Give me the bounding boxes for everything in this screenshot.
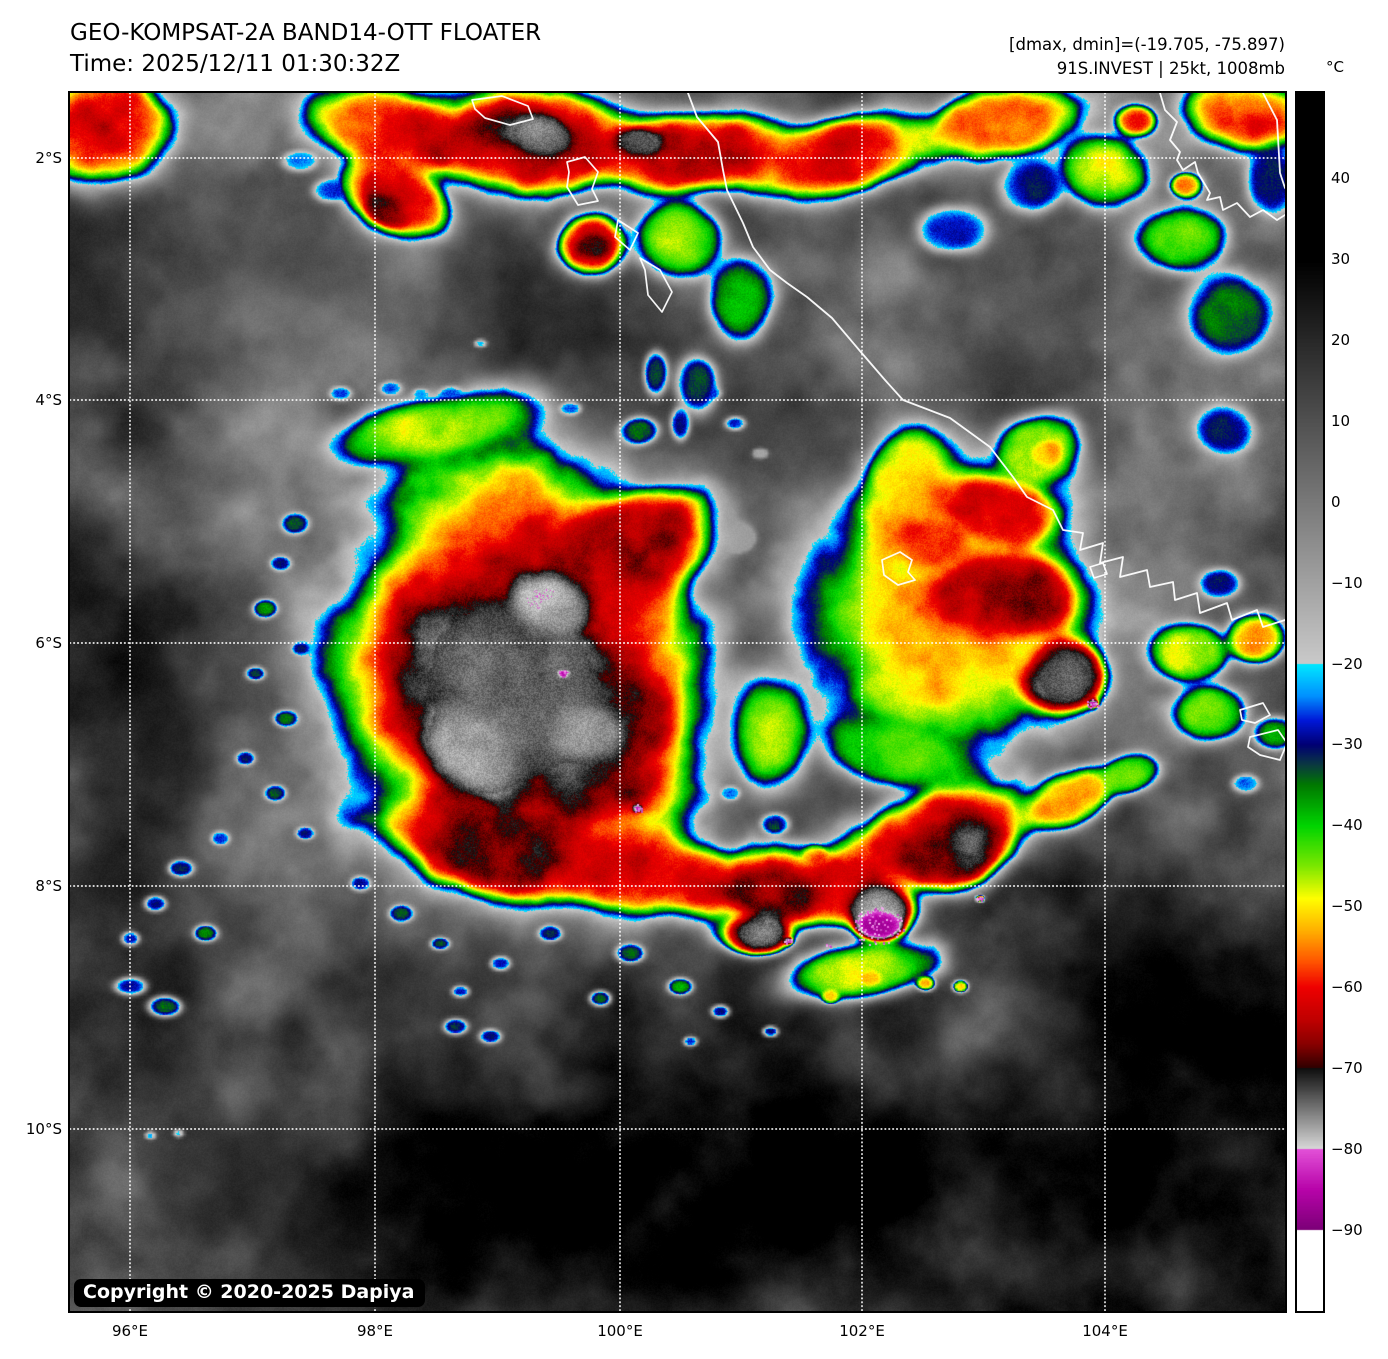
lon-tick-label: 104°E <box>1082 1322 1128 1340</box>
colorbar-tick-label: 20 <box>1331 330 1351 349</box>
colorbar-tick-label: 40 <box>1331 168 1351 187</box>
island-outline <box>639 257 673 313</box>
colorbar-tick-label: 30 <box>1331 249 1351 268</box>
satellite-image <box>70 93 1285 1311</box>
colorbar-tick-label: −20 <box>1331 654 1363 673</box>
colorbar-tick-label: −40 <box>1331 816 1363 835</box>
satellite-map: Copyright © 2020-2025 Dapiya <box>68 91 1287 1313</box>
copyright-badge: Copyright © 2020-2025 Dapiya <box>74 1279 426 1307</box>
colorbar <box>1295 91 1325 1313</box>
lat-tick-label: 4°S <box>35 391 62 409</box>
lat-tick-label: 6°S <box>35 634 62 652</box>
lon-tick-label: 96°E <box>111 1322 149 1340</box>
lat-tick-label: 10°S <box>25 1120 62 1138</box>
colorbar-tick-label: 10 <box>1331 411 1351 430</box>
island-outline <box>566 156 599 206</box>
timestamp: Time: 2025/12/11 01:30:32Z <box>70 51 401 77</box>
colorbar-tick-label: −30 <box>1331 735 1363 754</box>
colorbar-tick-label: −50 <box>1331 897 1363 916</box>
lon-tick-label: 102°E <box>839 1322 885 1340</box>
page-title: GEO-KOMPSAT-2A BAND14-OTT FLOATER <box>70 20 542 46</box>
lat-tick-label: 8°S <box>35 877 62 895</box>
island-outline <box>1247 729 1285 761</box>
lon-tick-label: 98°E <box>356 1322 394 1340</box>
colorbar-tick-label: −60 <box>1331 978 1363 997</box>
lat-tick-label: 2°S <box>35 149 62 167</box>
island-outline <box>614 219 639 251</box>
colorbar-tick-label: −70 <box>1331 1059 1363 1078</box>
colorbar-tick-label: 0 <box>1331 492 1341 511</box>
island-outline <box>471 95 534 126</box>
island-outline <box>1239 702 1271 724</box>
colorbar-tick-label: −90 <box>1331 1221 1363 1240</box>
storm-info-annotation: 91S.INVEST | 25kt, 1008mb <box>1056 59 1285 78</box>
colorbar-tick-label: −80 <box>1331 1140 1363 1159</box>
coastline <box>687 93 1285 628</box>
coastline <box>1262 93 1285 189</box>
dmax-dmin-annotation: [dmax, dmin]=(-19.705, -75.897) <box>1009 35 1285 54</box>
map-overlay <box>70 93 1285 1311</box>
island-outline <box>1089 562 1108 579</box>
colorbar-unit-label: °C <box>1326 58 1344 76</box>
coastline <box>1159 93 1285 221</box>
lon-tick-label: 100°E <box>597 1322 643 1340</box>
colorbar-tick-label: −10 <box>1331 573 1363 592</box>
island-outline <box>881 551 916 586</box>
